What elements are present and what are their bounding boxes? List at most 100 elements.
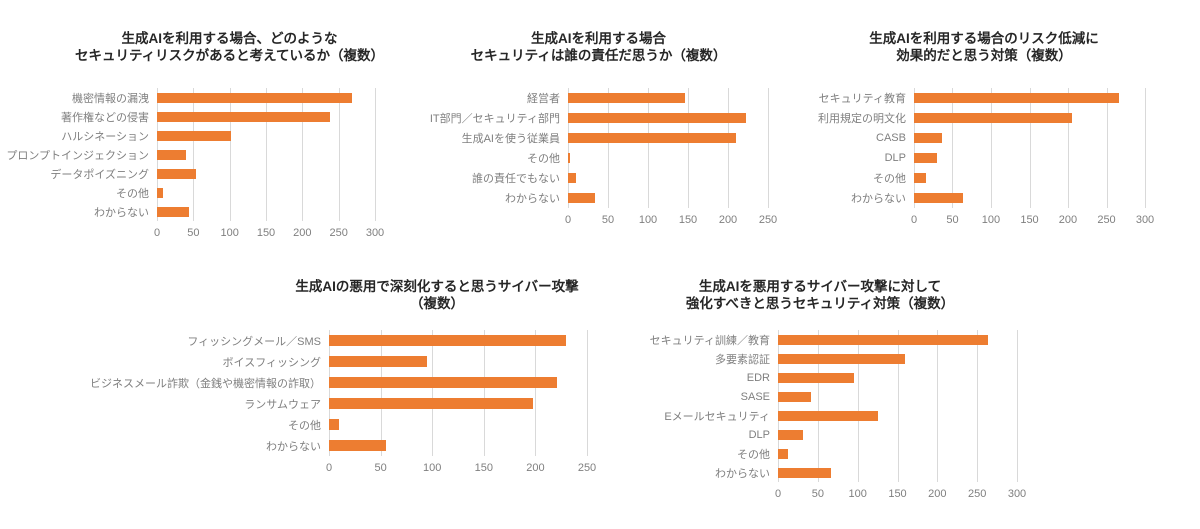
x-axis: 0 50 100 150 200 250 300	[154, 221, 384, 241]
gridline	[338, 88, 340, 221]
chart-area: 経営者 IT部門／セキュリティ部門 生成AIを使う従業員 その他 誰の責任でもない わから…	[425, 88, 777, 228]
bar	[568, 153, 571, 163]
gridline	[778, 330, 779, 482]
bar	[329, 419, 340, 430]
x-axis-tick-label: 0	[325, 462, 333, 474]
bar	[568, 113, 747, 123]
category-labels: フィッシングメール／SMS ボイスフィッシング ビジネスメール詐欺（金銭や機密情報の…	[90, 330, 329, 456]
category-labels: セキュリティ教育 利用規定の明文化 CASB DLP その他 わからない	[805, 88, 914, 208]
category-label: IT部門／セキュリティ部門	[429, 113, 560, 125]
category-label: その他	[873, 173, 906, 185]
x-axis-tick-label: 200	[928, 488, 947, 500]
bar	[157, 149, 187, 160]
category-label: SASE	[740, 390, 770, 403]
bar	[778, 391, 811, 402]
category-label: ハルシネーション	[61, 130, 149, 143]
bar-row	[568, 148, 768, 168]
chart-security-responsibility: 生成AIを利用する場合 セキュリティは誰の責任だ思うか（複数） 経営者 IT部門／…	[425, 30, 777, 228]
chart-title-line: 生成AIを利用する場合	[531, 31, 666, 46]
category-label: その他	[288, 419, 321, 432]
bar-row	[778, 349, 1017, 368]
x-axis-tick-label: 100	[981, 214, 1001, 226]
x-axis-tick-label: 50	[601, 214, 615, 226]
gridline	[229, 88, 231, 221]
gridline	[535, 330, 537, 456]
gridline	[432, 330, 434, 456]
x-axis: 0 50 100 150 200 250	[565, 208, 777, 228]
plot-area	[568, 88, 769, 208]
category-label: データポイズニング	[50, 168, 149, 181]
gridline	[266, 88, 267, 221]
chart-area: セキュリティ教育 利用規定の明文化 CASB DLP その他 わからない 0 50 100 150…	[805, 88, 1154, 228]
gridline	[768, 88, 769, 208]
chart-area: 機密情報の漏洩 著作権などの侵害 ハルシネーション プロンプトインジェクション データポ…	[6, 88, 384, 241]
chart-security-measures-to-strengthen: 生成AIを悪用するサイバー攻撃に対して 強化すべきと思うセキュリティ対策（複数）…	[645, 278, 1027, 502]
gridline	[977, 330, 979, 482]
x-axis-tick-label: 200	[293, 227, 312, 239]
x-axis-tick-label: 150	[888, 488, 907, 500]
plot-area	[329, 330, 588, 456]
chart-title-line: 効果的だと思う対策（複数）	[896, 48, 1072, 63]
plot-area	[778, 330, 1018, 482]
bar	[778, 410, 878, 421]
bar-row	[914, 168, 1145, 188]
bar-row	[914, 128, 1145, 148]
category-label: 誰の責任でもない	[472, 173, 560, 185]
chart-area: セキュリティ訓練／教育 多要素認証 EDR SASE Eメールセキュリティ DLP その他わ…	[645, 330, 1026, 502]
bar-row	[568, 108, 768, 128]
x-axis-tick-label: 150	[256, 227, 276, 239]
x-axis-tick-label: 150	[1020, 214, 1039, 226]
bar	[329, 356, 428, 367]
bar	[329, 398, 534, 409]
x-axis-tick-label: 250	[329, 227, 348, 239]
x-axis-tick-label: 250	[967, 488, 987, 500]
x-axis-tick-label: 50	[187, 227, 200, 239]
gridline	[302, 88, 304, 221]
bar	[914, 113, 1072, 123]
bar	[157, 187, 163, 198]
bar	[157, 206, 189, 217]
chart-title-line: セキュリティリスクがあると考えているか（複数）	[74, 48, 384, 63]
bar-row	[778, 406, 1017, 425]
category-label: わからない	[505, 193, 560, 205]
x-axis-tick-label: 250	[577, 462, 597, 474]
bar	[157, 168, 197, 179]
x-axis-tick-label: 50	[946, 214, 959, 226]
bar-row	[568, 88, 768, 108]
chart-worsening-cyberattacks: 生成AIの悪用で深刻化すると思うサイバー攻撃 （複数） フィッシングメール／SM…	[90, 278, 596, 476]
bar	[914, 93, 1119, 103]
x-axis-tick-label: 0	[910, 214, 918, 226]
x-axis-tick-label: 50	[811, 488, 824, 500]
x-axis-tick-label: 50	[374, 462, 387, 474]
bar-row	[329, 435, 587, 456]
x-axis-tick-label: 150	[678, 214, 698, 226]
gridline	[1017, 330, 1018, 482]
chart-title-line: 生成AIを利用する場合、どのような	[121, 31, 338, 46]
category-label: わからない	[715, 467, 770, 480]
category-label: DLP	[884, 152, 906, 164]
gridline	[857, 330, 859, 482]
x-axis-tick-label: 300	[1135, 214, 1155, 226]
category-label: フィッシングメール／SMS	[187, 335, 321, 348]
category-label: わからない	[266, 440, 321, 453]
gridline	[568, 88, 569, 208]
bar-row	[914, 88, 1145, 108]
bar-row	[329, 393, 587, 414]
bar-row	[329, 372, 587, 393]
bar	[778, 448, 789, 459]
bar	[157, 130, 232, 141]
category-label: わからない	[94, 206, 149, 219]
category-label: CASB	[876, 132, 906, 144]
chart-title-line: 生成AIを利用する場合のリスク低減に	[869, 31, 1099, 46]
category-label: セキュリティ教育	[818, 93, 906, 105]
gridline	[1067, 88, 1069, 208]
category-labels: 機密情報の漏洩 著作権などの侵害 ハルシネーション プロンプトインジェクション データポ…	[6, 88, 157, 221]
gridline	[937, 330, 939, 482]
bar	[778, 353, 906, 364]
bar-row	[778, 444, 1017, 463]
bar	[914, 173, 926, 183]
bar-row	[157, 202, 375, 221]
plot-area	[157, 88, 376, 221]
category-label: ランサムウェア	[244, 398, 321, 411]
